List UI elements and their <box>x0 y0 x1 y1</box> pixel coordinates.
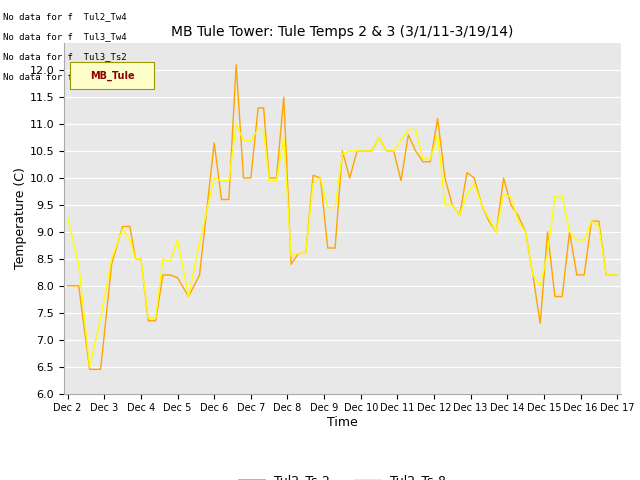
Tul2_Ts-2 <box>218 197 225 203</box>
Tul2_Ts-8 <box>368 148 376 154</box>
Text: No data for f  Tul3_Ts2: No data for f Tul3_Ts2 <box>3 52 127 61</box>
Tul2_Ts-2 <box>64 283 72 288</box>
Text: MB_Tule: MB_Tule <box>90 71 134 81</box>
Title: MB Tule Tower: Tule Temps 2 & 3 (3/1/11-3/19/14): MB Tule Tower: Tule Temps 2 & 3 (3/1/11-… <box>172 25 513 39</box>
Text: No data for f  Tul3_Tw4: No data for f Tul3_Tw4 <box>3 32 127 41</box>
Tul2_Ts-8 <box>64 216 72 221</box>
Tul2_Ts-2 <box>558 294 566 300</box>
Tul2_Ts-8 <box>218 178 225 183</box>
Tul2_Ts-2 <box>544 229 552 235</box>
Line: Tul2_Ts-2: Tul2_Ts-2 <box>68 65 617 369</box>
Text: No data for f  Tul2_Tw4: No data for f Tul2_Tw4 <box>3 12 127 21</box>
Text: No data for f  Tul3_Ts-3: No data for f Tul3_Ts-3 <box>3 72 132 82</box>
Tul2_Ts-2 <box>232 62 240 68</box>
Tul2_Ts-8 <box>280 135 287 141</box>
Tul2_Ts-8 <box>580 237 588 243</box>
Tul2_Ts-8 <box>544 251 552 256</box>
Tul2_Ts-8 <box>86 364 93 370</box>
Tul2_Ts-8 <box>232 121 240 127</box>
Line: Tul2_Ts-8: Tul2_Ts-8 <box>68 124 617 367</box>
X-axis label: Time: Time <box>327 416 358 429</box>
Tul2_Ts-8 <box>558 194 566 200</box>
Y-axis label: Temperature (C): Temperature (C) <box>13 168 27 269</box>
Tul2_Ts-2 <box>580 272 588 278</box>
Tul2_Ts-2 <box>280 94 287 100</box>
Tul2_Ts-8 <box>613 272 621 278</box>
Tul2_Ts-2 <box>613 272 621 278</box>
Legend: Tul2_Ts-2, Tul2_Ts-8: Tul2_Ts-2, Tul2_Ts-8 <box>234 469 451 480</box>
Tul2_Ts-2 <box>86 366 93 372</box>
Tul2_Ts-2 <box>368 148 376 154</box>
